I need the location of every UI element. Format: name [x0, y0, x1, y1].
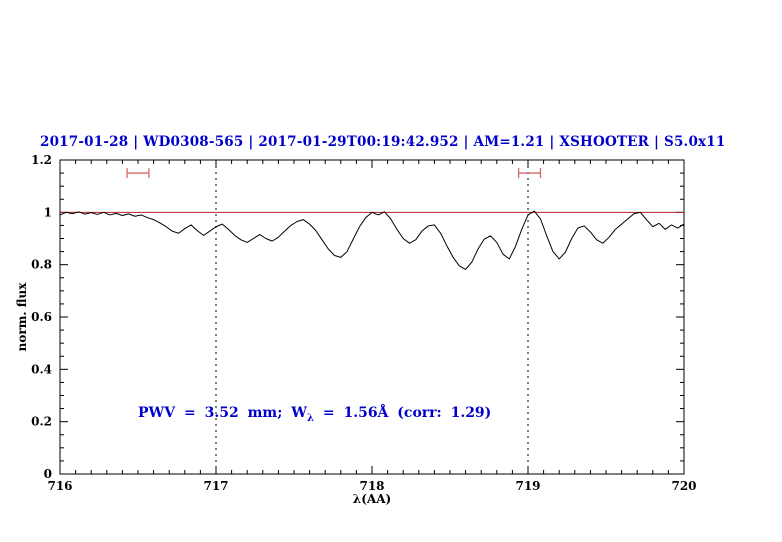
x-tick-label: 719: [515, 479, 540, 493]
y-tick-label: 0: [44, 467, 52, 481]
x-tick-label: 716: [47, 479, 72, 493]
x-tick-label: 717: [203, 479, 228, 493]
pwv-annotation-prefix: PWV = 3.52 mm; W: [138, 405, 307, 422]
spectrum-line: [59, 210, 685, 270]
pwv-annotation-suffix: = 1.56Å (corr: 1.29): [313, 405, 492, 422]
y-tick-label: 1: [44, 205, 52, 219]
y-tick-label: 0.2: [31, 415, 52, 429]
y-tick-label: 0.8: [31, 258, 52, 272]
plot-frame: [59, 159, 685, 475]
pwv-annotation-subscript: λ: [306, 412, 314, 424]
pwv-annotation: PWV = 3.52 mm; Wλ = 1.56Å (corr: 1.29): [138, 405, 491, 424]
y-tick-label: 0.6: [31, 310, 52, 324]
y-tick-label: 1.2: [31, 153, 52, 167]
x-axis-title: λ(AA): [352, 492, 392, 506]
x-tick-label: 720: [671, 479, 696, 493]
y-tick-label: 0.4: [31, 362, 52, 376]
plot-title: 2017-01-28 | WD0308-565 | 2017-01-29T00:…: [40, 134, 726, 150]
y-axis-title: norm. flux: [15, 282, 29, 352]
x-tick-label: 718: [359, 479, 384, 493]
